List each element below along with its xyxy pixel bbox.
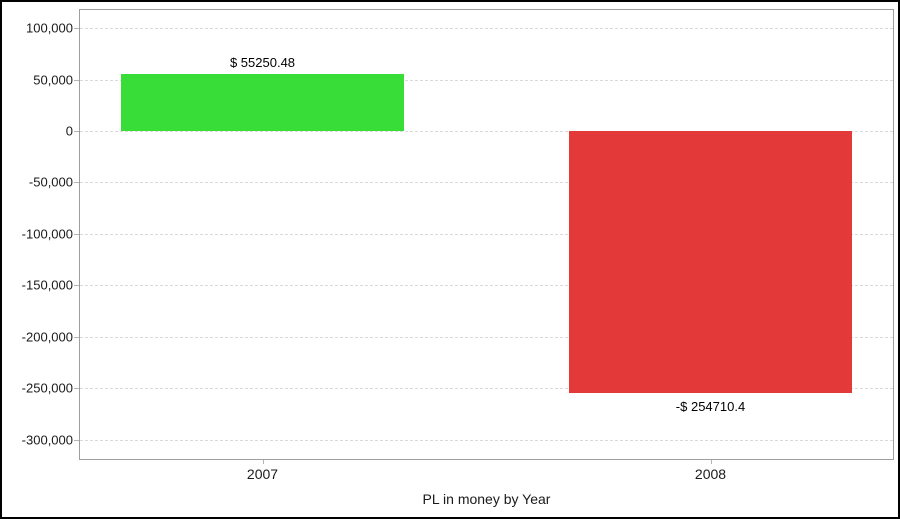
- y-tick-label: -250,000: [21, 380, 73, 396]
- plot-area: [79, 9, 894, 460]
- gridline: [80, 28, 893, 30]
- y-tick-label: -150,000: [21, 277, 73, 293]
- bar-2007[interactable]: [121, 74, 404, 131]
- x-tick-mark: [262, 460, 264, 464]
- gridline: [80, 131, 893, 132]
- y-tick-mark: [74, 233, 79, 235]
- x-axis-title: PL in money by Year: [422, 491, 551, 507]
- y-tick-mark: [74, 388, 79, 390]
- bar-value-label: $ 55250.48: [229, 55, 296, 71]
- y-tick-mark: [74, 336, 79, 338]
- y-tick-mark: [74, 28, 79, 30]
- bar-2008[interactable]: [569, 131, 852, 394]
- y-tick-mark: [74, 182, 79, 184]
- y-tick-label: -100,000: [21, 226, 73, 242]
- gridline: [80, 182, 893, 184]
- y-tick-label: 50,000: [33, 72, 73, 87]
- y-tick-label: -50,000: [28, 174, 73, 190]
- gridline: [80, 285, 893, 287]
- gridline: [80, 388, 893, 390]
- x-tick-mark: [710, 460, 712, 464]
- y-tick-mark: [74, 79, 79, 81]
- x-tick-label: 2008: [694, 466, 727, 482]
- y-tick-label: 0: [65, 123, 73, 139]
- x-tick-label: 2007: [246, 466, 279, 482]
- bar-value-label: -$ 254710.4: [675, 399, 746, 415]
- gridline: [80, 439, 893, 441]
- y-tick-label: -300,000: [21, 432, 73, 448]
- gridline: [80, 233, 893, 235]
- y-tick-label: 100,000: [26, 20, 73, 36]
- y-tick-mark: [74, 439, 79, 441]
- y-tick-mark: [74, 131, 79, 132]
- y-tick-mark: [74, 285, 79, 287]
- y-tick-label: -200,000: [21, 329, 73, 345]
- gridline: [80, 79, 893, 81]
- gridline: [80, 336, 893, 338]
